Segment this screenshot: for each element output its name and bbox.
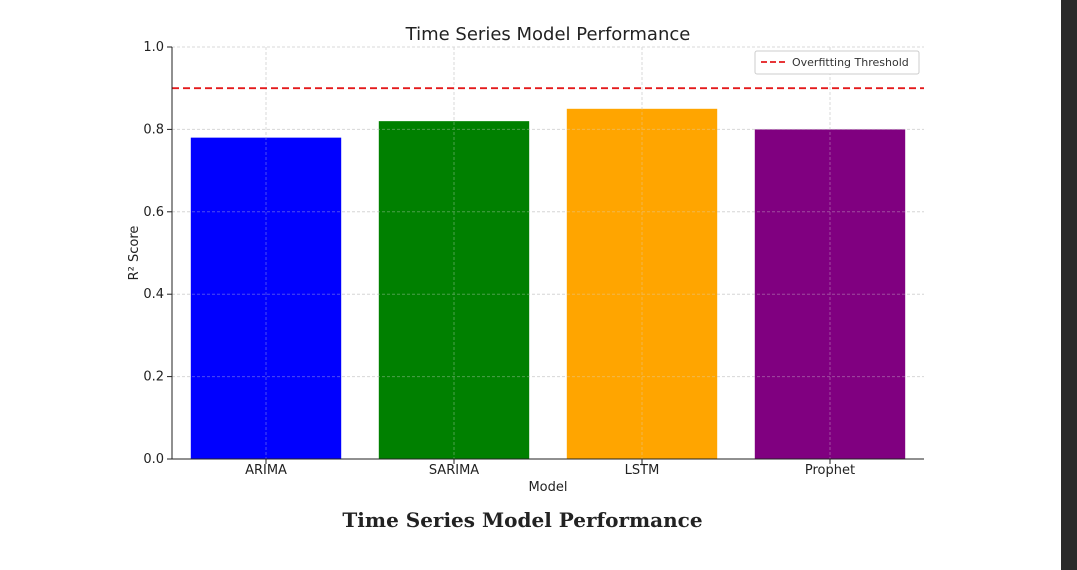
- tick-labels: 0.0 0.2 0.4 0.6 0.8 1.0 ARIMA SARIMA LSTM Prophet: [143, 40, 855, 478]
- axes: [167, 46, 924, 464]
- bar-lstm: [566, 108, 718, 460]
- x-tick-label: SARIMA: [429, 463, 479, 478]
- x-tick-label: ARIMA: [245, 463, 287, 478]
- legend-box: [754, 50, 920, 75]
- y-tick-label: 0.8: [143, 122, 164, 137]
- x-axis-label: Model: [528, 480, 567, 495]
- y-tick-label: 0.2: [143, 370, 164, 385]
- figure-caption: Time Series Model Performance: [342, 508, 703, 532]
- y-tick-label: 1.0: [143, 40, 164, 55]
- legend: Overfitting Threshold: [754, 50, 920, 75]
- x-tick-label: Prophet: [805, 463, 855, 478]
- bar-chart: 0.0 0.2 0.4 0.6 0.8 1.0 ARIMA SARIMA LSTM Prophet…: [127, 24, 924, 495]
- y-axis-label: R² Score: [127, 226, 142, 281]
- bar-sarima: [378, 121, 530, 459]
- bar-arima: [190, 137, 342, 459]
- bars: [190, 108, 906, 460]
- vertical-scrollbar[interactable]: [1061, 0, 1077, 570]
- chart-title: Time Series Model Performance: [405, 24, 691, 45]
- y-tick-label: 0.4: [143, 287, 164, 302]
- y-tick-label: 0.6: [143, 205, 164, 220]
- y-tick-label: 0.0: [143, 452, 164, 467]
- legend-threshold-label: Overfitting Threshold: [792, 56, 909, 69]
- bar-prophet: [754, 129, 906, 459]
- x-tick-label: LSTM: [625, 463, 660, 478]
